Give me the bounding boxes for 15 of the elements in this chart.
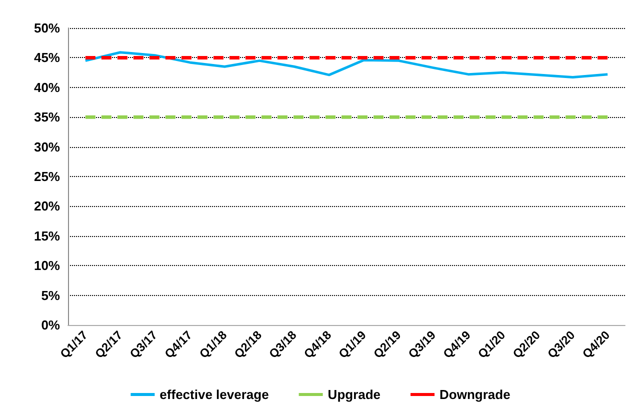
y-tick-label: 5% — [41, 288, 60, 303]
y-tick-label: 15% — [34, 228, 60, 244]
y-tick-label: 45% — [34, 50, 60, 66]
y-tick-label: 20% — [34, 198, 60, 214]
legend-label: Downgrade — [440, 387, 510, 402]
legend-label: effective leverage — [160, 387, 269, 402]
y-tick-label: 50% — [34, 20, 60, 36]
line-series — [84, 51, 609, 79]
y-tick-label: 40% — [34, 80, 60, 95]
legend-label: Upgrade — [328, 387, 381, 402]
y-tick-label: 10% — [34, 258, 60, 274]
y-tick-label: 30% — [34, 139, 60, 154]
y-tick-label: 25% — [34, 169, 60, 184]
y-tick-label: 0% — [41, 318, 60, 332]
y-tick-label: 35% — [34, 110, 60, 125]
